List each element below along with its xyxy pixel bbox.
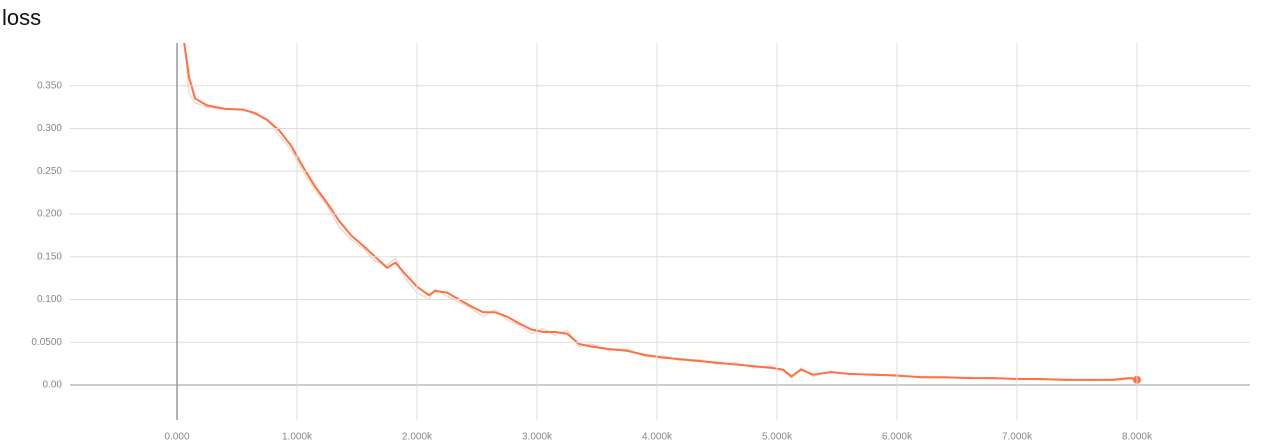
chart-title: loss: [2, 5, 41, 30]
series-line: [184, 43, 1138, 382]
x-tick-label: 7.000k: [1002, 432, 1033, 443]
y-tick-label: 0.200: [37, 209, 62, 220]
y-tick-label: 0.150: [37, 251, 62, 262]
x-tick-label: 6.000k: [882, 432, 913, 443]
x-tick-label: 1.000k: [282, 432, 313, 443]
series-line: [183, 43, 1138, 381]
x-tick-label: 5.000k: [762, 432, 793, 443]
plot-area: [183, 43, 1141, 384]
x-tick-label: 4.000k: [642, 432, 673, 443]
y-tick-label: 0.00: [43, 380, 63, 391]
x-tick-label: 0.000: [165, 432, 190, 443]
x-tick-label: 3.000k: [522, 432, 553, 443]
x-tick-label: 8.000k: [1122, 432, 1153, 443]
y-tick-label: 0.100: [37, 294, 62, 305]
y-tick-label: 0.0500: [31, 337, 62, 348]
x-tick-label: 2.000k: [402, 432, 433, 443]
y-tick-label: 0.300: [37, 123, 62, 134]
y-tick-label: 0.250: [37, 166, 62, 177]
y-tick-label: 0.350: [37, 80, 62, 91]
